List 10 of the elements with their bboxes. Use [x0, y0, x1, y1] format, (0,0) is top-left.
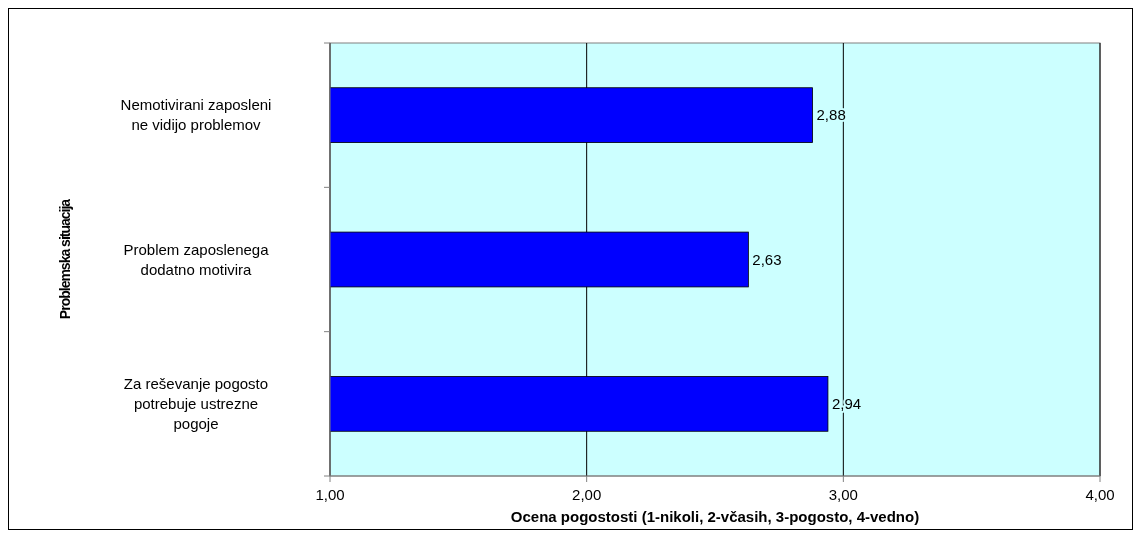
- y-tick-label: Nemotivirani zaposleni ne vidijo problemov: [120, 96, 272, 134]
- x-axis-title: Ocena pogostosti (1-nikoli, 2-včasih, 3-pogosto, 4-vedno): [510, 508, 920, 525]
- x-tick-label: 2,00: [572, 486, 602, 503]
- x-tick-label: 4,00: [1085, 486, 1115, 503]
- x-tick-label: 3,00: [828, 486, 858, 503]
- x-tick-label: 1,00: [315, 486, 345, 503]
- y-axis-title: Problemska situacija: [57, 198, 73, 320]
- y-tick-label: Za reševanje pogosto potrebuje ustrezne pogoje: [123, 375, 269, 433]
- y-tick-label: Problem zaposlenega dodatno motivira: [123, 240, 270, 278]
- data-label: 2,63: [752, 250, 782, 268]
